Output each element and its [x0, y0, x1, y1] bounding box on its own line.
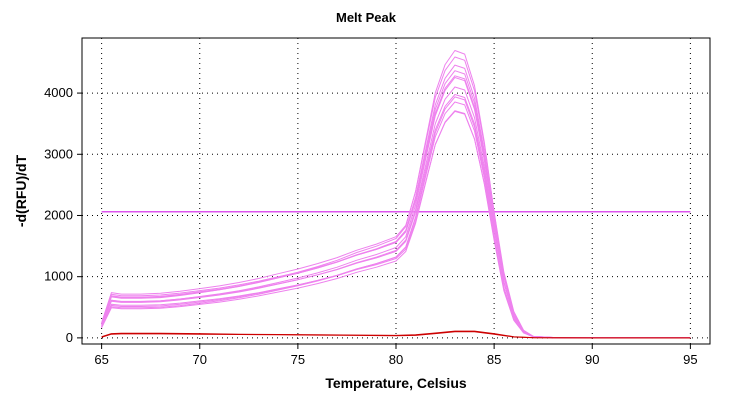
sample-curve-4 [101, 64, 691, 339]
control-curve-2 [101, 331, 691, 339]
y-axis-title: -d(RFU)/dT [13, 154, 29, 227]
x-tick-label: 95 [683, 352, 697, 367]
y-tick-label: 3000 [44, 146, 73, 161]
sample-curve-11 [101, 94, 691, 339]
x-axis-title: Temperature, Celsius [325, 375, 467, 391]
x-tick-label: 75 [291, 352, 305, 367]
series-group [101, 50, 691, 339]
x-tick-label: 90 [585, 352, 599, 367]
chart-title: Melt Peak [336, 10, 397, 25]
y-tick-label: 0 [66, 330, 73, 345]
sample-curve-10 [101, 96, 691, 339]
x-tick-label: 85 [487, 352, 501, 367]
y-tick-label: 2000 [44, 207, 73, 222]
axis-ticks: 65 70 75 80 85 90 95 0 1000 2000 3000 4000 [44, 85, 698, 367]
x-tick-label: 65 [94, 352, 108, 367]
x-tick-label: 80 [389, 352, 403, 367]
sample-curve-12 [101, 77, 691, 339]
y-tick-label: 1000 [44, 269, 73, 284]
sample-curve-3 [101, 101, 691, 339]
x-tick-label: 70 [193, 352, 207, 367]
sample-curve-9 [101, 56, 691, 339]
grid-lines [82, 38, 710, 344]
y-tick-label: 4000 [44, 85, 73, 100]
